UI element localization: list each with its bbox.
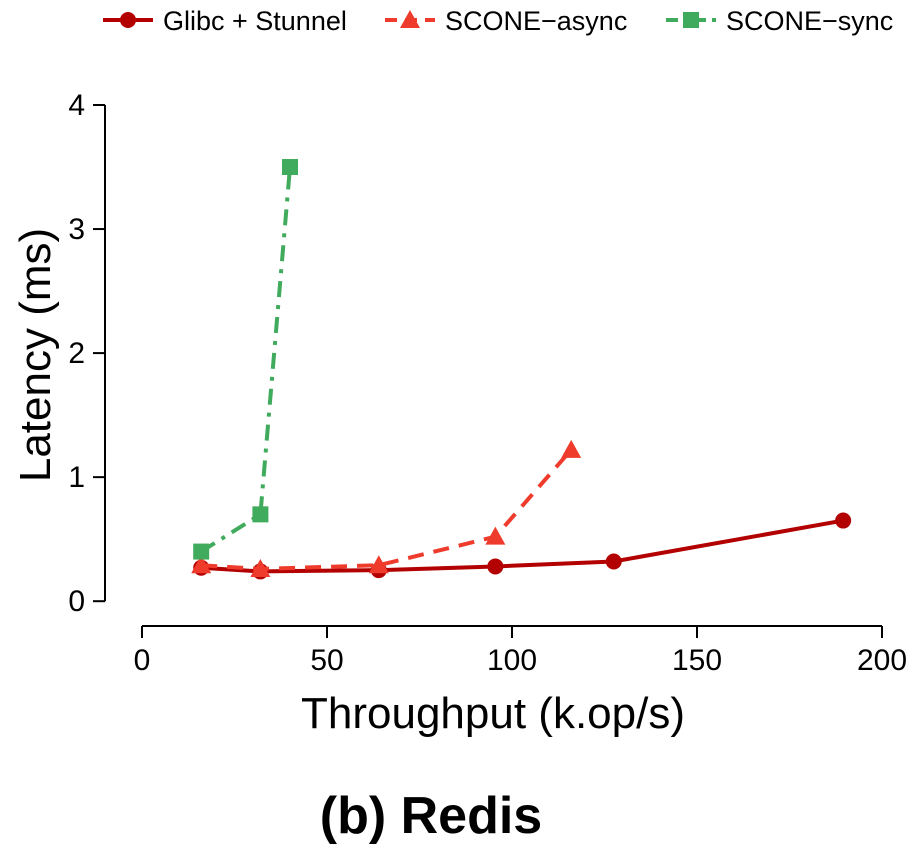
y-tick-label: 3 (68, 213, 85, 246)
x-tick-label: 150 (672, 644, 722, 677)
data-point (485, 526, 506, 545)
data-point (282, 159, 298, 176)
legend-item: Glibc + Stunnel (103, 6, 347, 36)
y-tick-label: 2 (68, 337, 85, 370)
x-axis-title: Throughput (k.op/s) (301, 689, 685, 738)
legend-label: SCONE−async (445, 6, 627, 36)
series-line (201, 518, 844, 574)
data-point (835, 512, 852, 529)
axes: 0 1 2 3 4 0 50 100 150 200 (68, 89, 907, 677)
x-tick-label: 200 (857, 644, 907, 677)
legend-marker (683, 12, 699, 28)
legend-marker (400, 10, 420, 28)
data-point (487, 558, 504, 575)
legend-label: SCONE−sync (726, 6, 893, 36)
series-3 (193, 159, 298, 560)
y-ticks: 0 1 2 3 4 (68, 89, 105, 618)
legend-marker (120, 12, 136, 28)
y-tick-label: 0 (68, 585, 85, 618)
y-tick-label: 4 (68, 89, 85, 122)
data-point (250, 558, 271, 577)
x-ticks: 0 50 100 150 200 (134, 626, 907, 677)
y-tick-label: 1 (68, 461, 85, 494)
legend-label: Glibc + Stunnel (163, 6, 347, 36)
data-point (252, 506, 269, 523)
y-axis-title: Latency (ms) (11, 228, 60, 482)
x-tick-label: 100 (487, 644, 537, 677)
series-line (201, 448, 573, 571)
plot-series (191, 159, 852, 580)
series-line (200, 166, 292, 554)
x-tick-label: 50 (310, 644, 343, 677)
data-point (561, 439, 582, 458)
data-point (191, 555, 212, 574)
legend-item: SCONE−async (385, 6, 627, 36)
x-tick-label: 0 (134, 644, 151, 677)
data-point (368, 555, 389, 574)
chart-caption: (b) Redis (320, 787, 542, 845)
data-point (193, 543, 210, 560)
legend: Glibc + Stunnel SCONE−async SCONE−sync (103, 6, 893, 36)
series-2 (191, 439, 582, 577)
legend-item: SCONE−sync (666, 6, 893, 36)
data-point (605, 553, 622, 570)
